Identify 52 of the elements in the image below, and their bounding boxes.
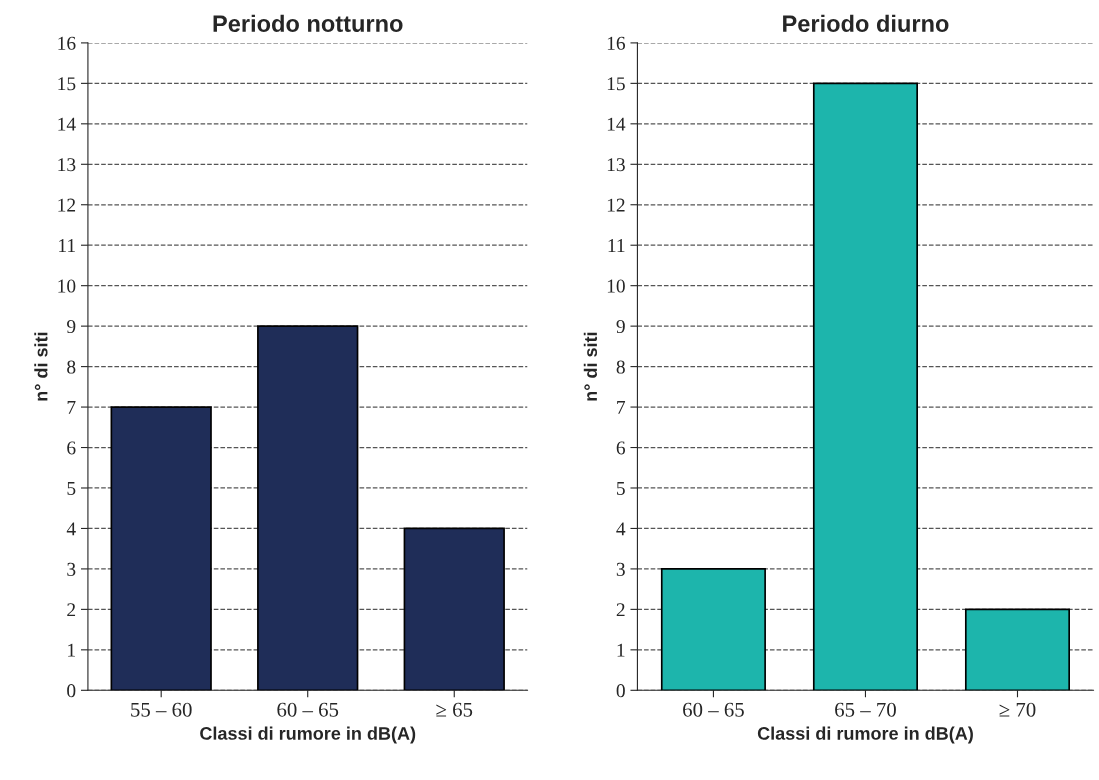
- y-tick-label: 7: [67, 401, 76, 414]
- y-tick-label: 3: [67, 562, 76, 576]
- y-tick-label: 10: [58, 279, 76, 293]
- y-tick-label: 7: [617, 401, 626, 414]
- y-tick-label: 0: [67, 684, 76, 698]
- bar: [660, 568, 766, 691]
- y-tick-label: 2: [67, 603, 76, 617]
- x-axis-title: Classi di rumore in dB(A): [200, 726, 416, 744]
- y-tick-label: 14: [607, 117, 626, 131]
- y-tick-label: 13: [607, 158, 625, 172]
- x-tick-label: ≥ 70: [999, 702, 1036, 717]
- y-tick-label: 9: [616, 320, 625, 334]
- y-tick-label: 4: [616, 522, 626, 536]
- y-axis-title: n° di siti: [583, 332, 598, 401]
- bar: [110, 406, 212, 691]
- chart-title: Periodo notturno: [213, 14, 403, 33]
- y-tick-label: 1: [617, 643, 625, 657]
- y-tick-label: 5: [67, 482, 76, 495]
- y-tick-label: 2: [616, 603, 625, 617]
- y-tick-label: 6: [67, 441, 76, 455]
- y-tick-label: 12: [607, 198, 625, 212]
- y-tick-label: 1: [68, 643, 75, 657]
- y-tick-label: 5: [617, 482, 625, 495]
- bar: [257, 325, 359, 691]
- chart-title: Periodo diurno: [783, 14, 949, 33]
- y-tick-label: 11: [608, 239, 625, 252]
- bar: [812, 82, 918, 691]
- y-tick-label: 11: [59, 239, 75, 252]
- bar: [964, 608, 1071, 691]
- y-tick-label: 13: [58, 158, 76, 172]
- y-tick-label: 4: [66, 522, 76, 536]
- y-tick-label: 15: [607, 77, 625, 91]
- x-tick-label: 60 – 65: [683, 702, 744, 717]
- y-tick-label: 3: [616, 562, 625, 576]
- x-tick-label: ≥ 65: [436, 702, 473, 717]
- y-tick-label: 10: [607, 279, 625, 293]
- y-tick-label: 0: [616, 684, 625, 698]
- y-tick-label: 16: [58, 36, 76, 50]
- y-tick-label: 12: [58, 198, 76, 212]
- y-tick-label: 6: [616, 441, 626, 455]
- y-tick-label: 8: [616, 360, 625, 374]
- x-tick-label: 55 – 60: [131, 702, 192, 717]
- x-tick-label: 60 – 65: [277, 702, 339, 717]
- bar: [403, 527, 505, 691]
- x-axis-title: Classi di rumore in dB(A): [757, 726, 973, 744]
- y-tick-label: 15: [58, 77, 76, 91]
- y-tick-label: 14: [58, 117, 76, 131]
- y-axis-title: n° di siti: [34, 332, 48, 401]
- y-tick-label: 8: [67, 360, 76, 374]
- y-tick-label: 9: [67, 320, 76, 334]
- y-tick-label: 16: [607, 36, 626, 50]
- x-tick-label: 65 – 70: [835, 702, 896, 717]
